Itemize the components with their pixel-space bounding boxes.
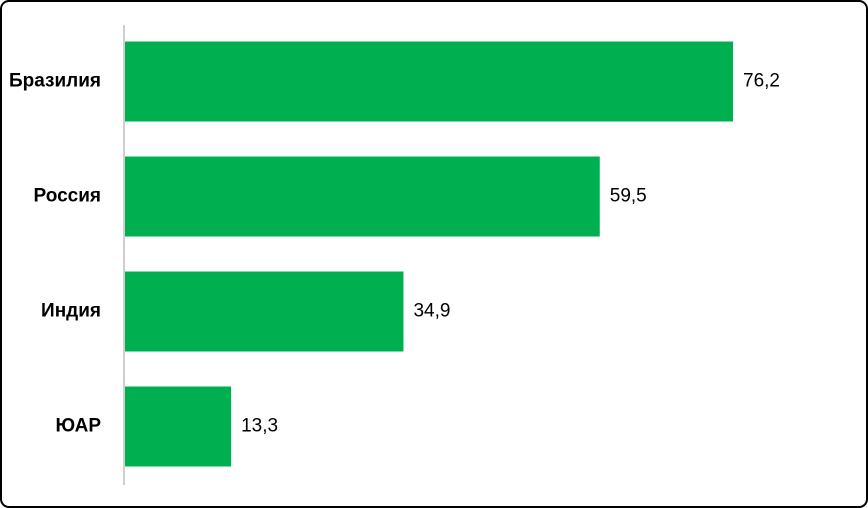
category-label: Бразилия [9,71,101,92]
value-label: 59,5 [610,186,647,207]
value-label: 34,9 [413,301,450,322]
value-label: 76,2 [743,71,780,92]
category-label: ЮАР [55,416,101,437]
category-label: Индия [41,301,101,322]
bar [125,386,232,467]
value-label: 13,3 [241,416,278,437]
category-label: Россия [34,186,101,207]
bar [125,156,600,237]
bar [125,271,404,352]
bar [125,41,733,122]
